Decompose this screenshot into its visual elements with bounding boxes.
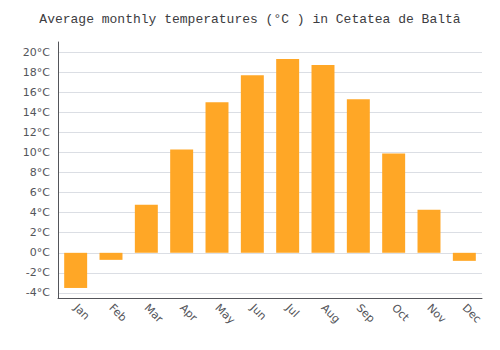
svg-text:Feb: Feb xyxy=(106,301,129,324)
svg-text:Aug: Aug xyxy=(318,301,342,325)
svg-text:10°C: 10°C xyxy=(23,146,50,159)
svg-text:Jan: Jan xyxy=(70,301,92,323)
svg-text:Mar: Mar xyxy=(142,301,166,325)
svg-text:-2°C: -2°C xyxy=(26,266,50,279)
svg-text:-4°C: -4°C xyxy=(26,286,50,299)
svg-text:14°C: 14°C xyxy=(23,106,50,119)
svg-text:8°C: 8°C xyxy=(30,166,50,179)
svg-text:2°C: 2°C xyxy=(30,226,50,239)
svg-text:12°C: 12°C xyxy=(23,126,50,139)
svg-text:May: May xyxy=(212,301,238,327)
svg-text:Jul: Jul xyxy=(282,301,301,320)
svg-text:20°C: 20°C xyxy=(23,46,50,59)
svg-text:Oct: Oct xyxy=(389,301,412,324)
svg-text:0°C: 0°C xyxy=(30,246,50,259)
svg-text:6°C: 6°C xyxy=(30,186,50,199)
svg-text:Average monthly temperatures (: Average monthly temperatures (°C ) in Ce… xyxy=(39,12,460,27)
svg-text:Jun: Jun xyxy=(247,301,269,323)
svg-text:Apr: Apr xyxy=(177,301,200,324)
svg-text:Dec: Dec xyxy=(460,301,484,325)
svg-text:Nov: Nov xyxy=(424,301,449,326)
svg-text:4°C: 4°C xyxy=(30,206,50,219)
svg-text:18°C: 18°C xyxy=(23,66,50,79)
svg-text:16°C: 16°C xyxy=(23,86,50,99)
svg-text:Sep: Sep xyxy=(354,301,378,325)
